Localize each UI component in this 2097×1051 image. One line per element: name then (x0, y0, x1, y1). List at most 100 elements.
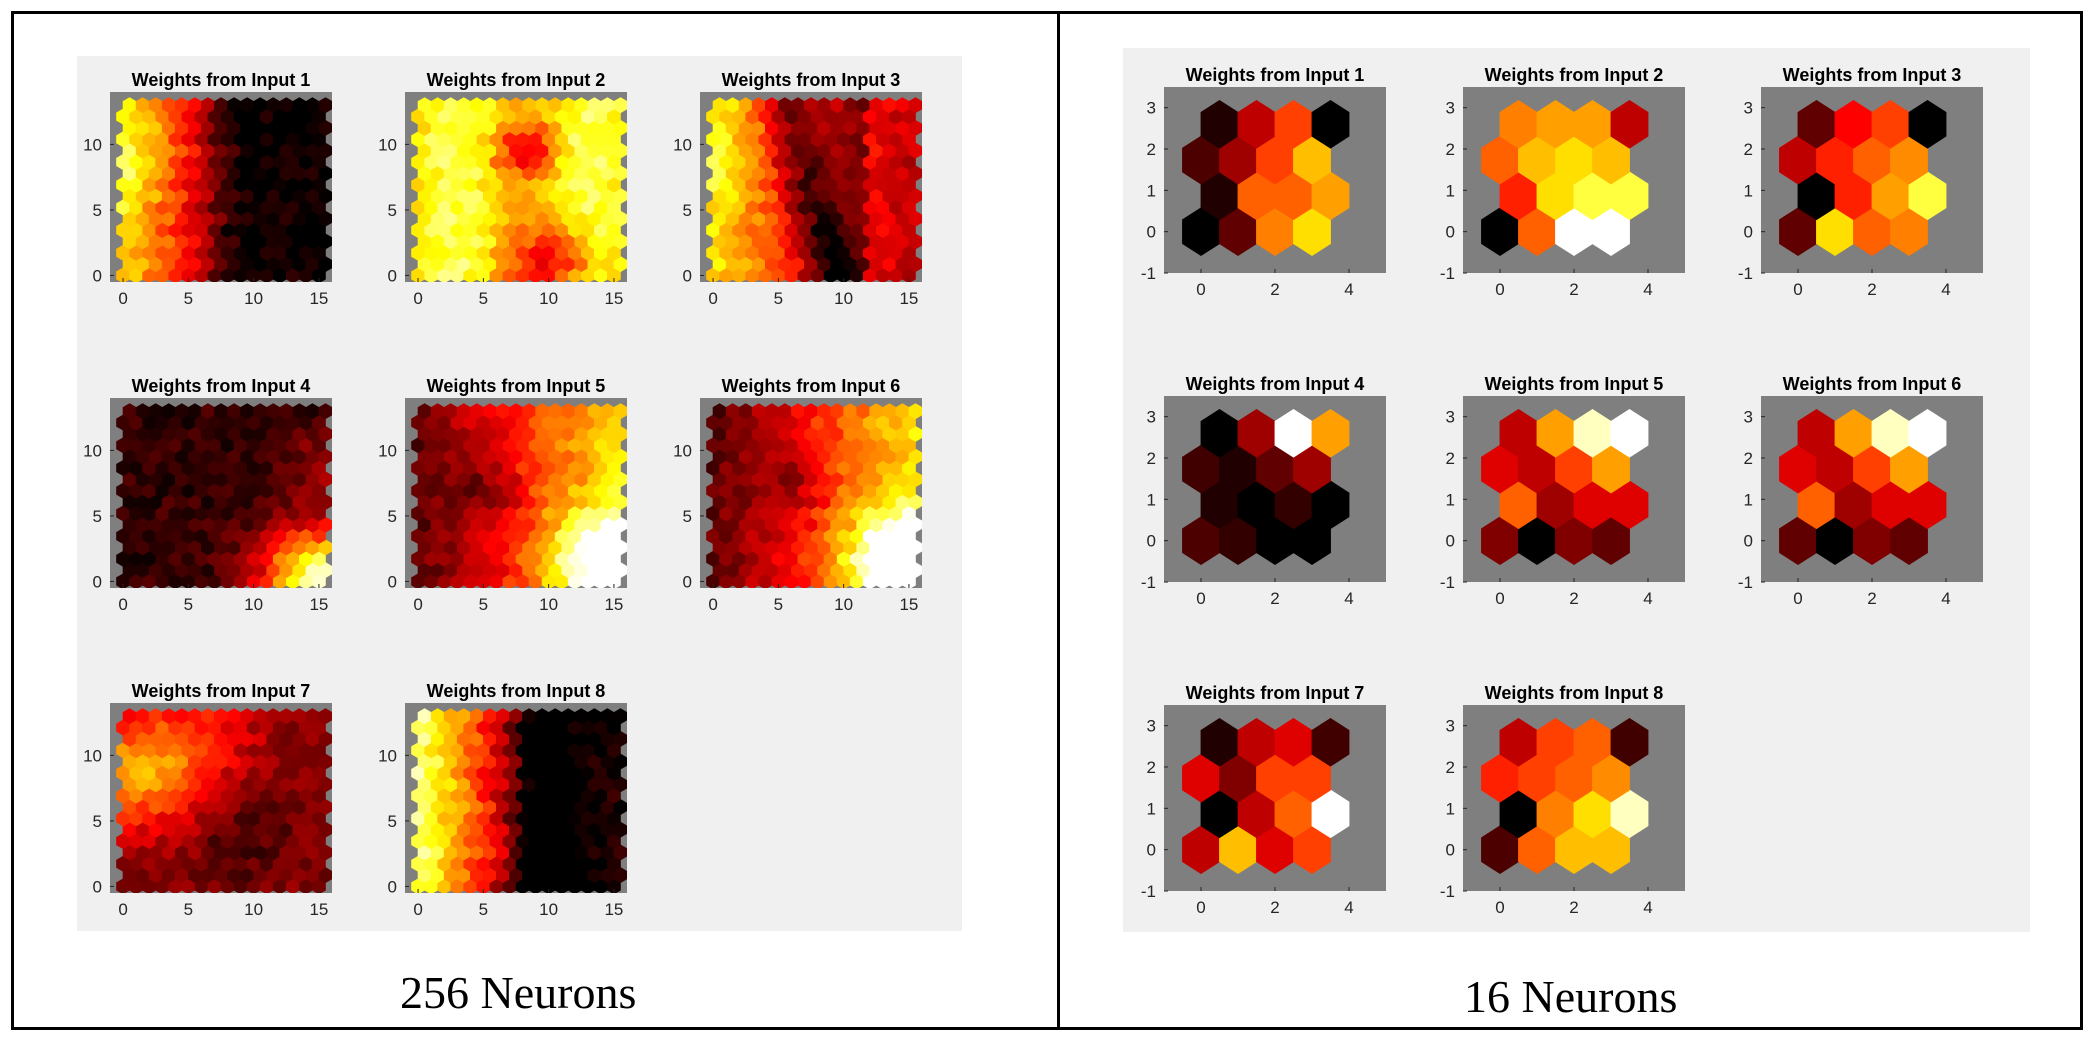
plot-title: Weights from Input 3 (722, 70, 901, 90)
y-tick-label: 3 (1744, 99, 1753, 118)
x-tick-label: 0 (118, 289, 127, 308)
x-tick-label: 0 (118, 595, 127, 614)
x-tick-label: 15 (604, 900, 623, 919)
plot-title: Weights from Input 5 (427, 376, 606, 396)
y-tick-label: 0 (1446, 841, 1455, 860)
y-tick-label: -1 (1141, 573, 1156, 592)
x-tick-label: 4 (1643, 280, 1652, 299)
x-tick-label: 15 (899, 595, 918, 614)
x-tick-label: 0 (1196, 589, 1205, 608)
y-tick-label: 0 (1446, 532, 1455, 551)
x-tick-label: 5 (479, 900, 488, 919)
hex-cell (1311, 408, 1350, 458)
x-tick-label: 0 (413, 289, 422, 308)
y-tick-label: 10 (378, 746, 397, 765)
x-tick-label: 2 (1270, 589, 1279, 608)
x-tick-label: 0 (413, 900, 422, 919)
y-tick-label: 2 (1446, 140, 1455, 159)
figure-frame (11, 11, 2083, 1030)
plot-16-input-7: Weights from Input 7 0 2 4 -1 0 1 2 3 (1141, 683, 1386, 917)
plot-title: Weights from Input 5 (1485, 374, 1664, 394)
y-tick-label: 3 (1446, 408, 1455, 427)
y-tick-label: -1 (1440, 264, 1455, 283)
y-tick-label: 0 (1744, 223, 1753, 242)
x-tick-label: 4 (1941, 589, 1950, 608)
x-tick-label: 5 (774, 595, 783, 614)
y-tick-label: 2 (1744, 449, 1753, 468)
plot-title: Weights from Input 2 (427, 70, 606, 90)
y-tick-label: 0 (1147, 532, 1156, 551)
hex-cell (1610, 408, 1649, 458)
x-tick-label: 2 (1569, 898, 1578, 917)
y-tick-label: 2 (1147, 140, 1156, 159)
y-tick-label: 1 (1744, 490, 1753, 509)
plot-title: Weights from Input 2 (1485, 65, 1664, 85)
x-tick-label: 15 (309, 595, 328, 614)
y-tick-label: 2 (1147, 449, 1156, 468)
hex-cell (1610, 717, 1649, 767)
x-tick-label: 0 (1196, 898, 1205, 917)
y-tick-label: 0 (93, 877, 102, 896)
plot-title: Weights from Input 4 (1186, 374, 1365, 394)
plot-256-input-5: Weights from Input 5 0 5 10 15 0 5 10 (378, 376, 627, 614)
y-tick-label: 5 (388, 812, 397, 831)
y-tick-label: 5 (388, 507, 397, 526)
y-tick-label: 1 (1446, 490, 1455, 509)
x-tick-label: 4 (1941, 280, 1950, 299)
y-tick-label: -1 (1141, 882, 1156, 901)
y-tick-label: 3 (1744, 408, 1753, 427)
plot-title: Weights from Input 8 (1485, 683, 1664, 703)
plot-16-input-6: Weights from Input 6 0 2 4 -1 0 1 2 3 (1738, 374, 1983, 608)
x-tick-label: 15 (309, 289, 328, 308)
x-tick-label: 5 (184, 289, 193, 308)
y-tick-label: 2 (1147, 758, 1156, 777)
x-tick-label: 2 (1867, 589, 1876, 608)
plot-title: Weights from Input 4 (132, 376, 311, 396)
x-tick-label: 10 (834, 595, 853, 614)
x-tick-label: 10 (244, 900, 263, 919)
hex-cell (613, 403, 627, 420)
plot-title: Weights from Input 8 (427, 681, 606, 701)
x-tick-label: 10 (244, 595, 263, 614)
plot-16-input-4: Weights from Input 4 0 2 4 -1 0 1 2 3 (1141, 374, 1386, 608)
hex-cell (1311, 717, 1350, 767)
y-tick-label: 0 (683, 572, 692, 591)
plot-title: Weights from Input 3 (1783, 65, 1962, 85)
hex-cell (908, 97, 922, 114)
y-tick-label: 0 (683, 266, 692, 285)
y-tick-label: 10 (378, 135, 397, 154)
x-tick-label: 10 (539, 289, 558, 308)
caption-16-neurons: 16 Neurons (1464, 971, 1678, 1022)
hex-cell (318, 403, 332, 420)
hex-cell (613, 97, 627, 114)
plot-256-input-6: Weights from Input 6 0 5 10 15 0 5 10 (673, 376, 922, 614)
x-tick-label: 15 (604, 289, 623, 308)
y-tick-label: 5 (93, 507, 102, 526)
y-tick-label: 10 (83, 135, 102, 154)
plot-16-input-1: Weights from Input 1 0 2 4 -1 0 1 2 3 (1141, 65, 1386, 299)
y-tick-label: 1 (1446, 799, 1455, 818)
y-tick-label: 3 (1147, 99, 1156, 118)
x-tick-label: 4 (1344, 280, 1353, 299)
panel-divider (1057, 11, 1060, 1030)
x-tick-label: 0 (708, 289, 717, 308)
x-tick-label: 2 (1569, 280, 1578, 299)
plot-title: Weights from Input 6 (1783, 374, 1962, 394)
plot-16-input-8: Weights from Input 8 0 2 4 -1 0 1 2 3 (1440, 683, 1685, 917)
x-tick-label: 10 (244, 289, 263, 308)
x-tick-label: 15 (899, 289, 918, 308)
x-tick-label: 4 (1344, 898, 1353, 917)
y-tick-label: 1 (1446, 181, 1455, 200)
x-tick-label: 5 (479, 595, 488, 614)
x-tick-label: 5 (184, 595, 193, 614)
plot-title: Weights from Input 6 (722, 376, 901, 396)
y-tick-label: 0 (1147, 223, 1156, 242)
plot-16-input-3: Weights from Input 3 0 2 4 -1 0 1 2 3 (1738, 65, 1983, 299)
y-tick-label: 1 (1147, 490, 1156, 509)
x-tick-label: 5 (184, 900, 193, 919)
x-tick-label: 0 (1495, 589, 1504, 608)
x-tick-label: 15 (604, 595, 623, 614)
x-tick-label: 4 (1643, 589, 1652, 608)
x-tick-label: 2 (1569, 589, 1578, 608)
y-tick-label: 0 (1446, 223, 1455, 242)
